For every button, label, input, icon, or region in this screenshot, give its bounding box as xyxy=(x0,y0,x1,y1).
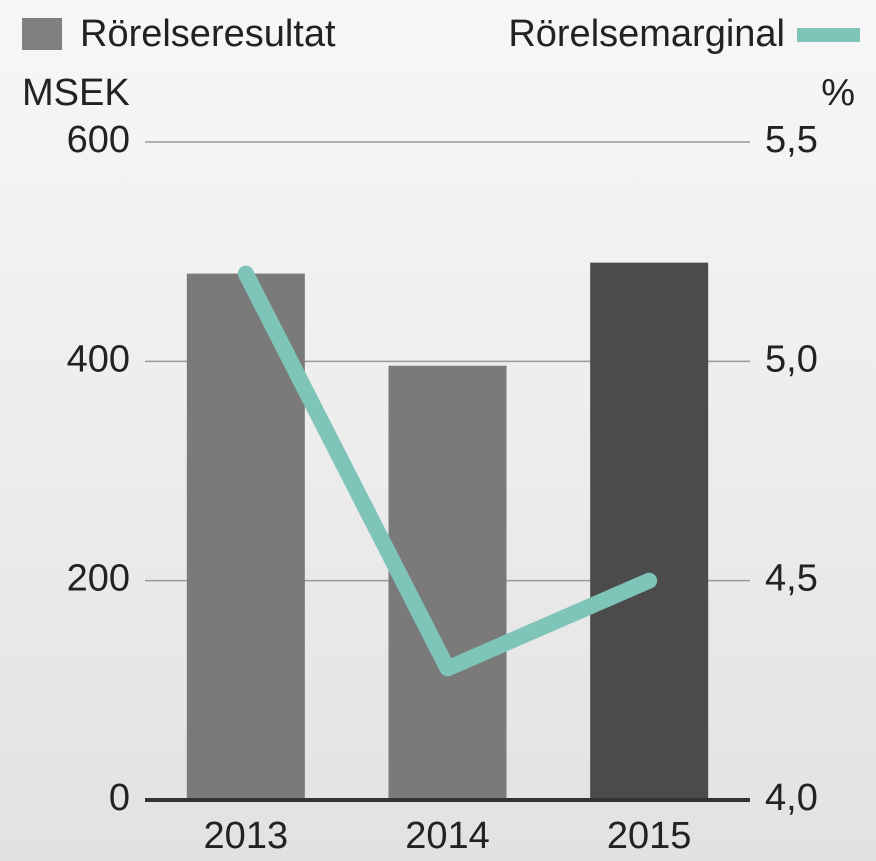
y2-axis-label: % xyxy=(821,72,855,114)
chart: Rörelseresultat Rörelsemarginal MSEK % 0… xyxy=(0,0,876,861)
legend-swatch xyxy=(797,28,860,42)
y2-tick-label: 4,0 xyxy=(765,777,818,819)
y2-tick-label: 5,0 xyxy=(765,338,818,380)
legend-swatch xyxy=(22,18,62,50)
y-tick-label: 200 xyxy=(67,558,130,600)
x-tick-label: 2014 xyxy=(405,815,490,857)
x-tick-label: 2013 xyxy=(204,815,289,857)
legend-label: Rörelseresultat xyxy=(80,13,336,55)
y-tick-label: 0 xyxy=(109,777,130,819)
y-axis-label: MSEK xyxy=(22,72,130,114)
bar xyxy=(590,263,708,800)
x-tick-label: 2015 xyxy=(607,815,692,857)
legend-label: Rörelsemarginal xyxy=(508,13,785,55)
y2-tick-label: 5,5 xyxy=(765,119,818,161)
y2-tick-label: 4,5 xyxy=(765,558,818,600)
y-tick-label: 400 xyxy=(67,338,130,380)
y-tick-label: 600 xyxy=(67,119,130,161)
